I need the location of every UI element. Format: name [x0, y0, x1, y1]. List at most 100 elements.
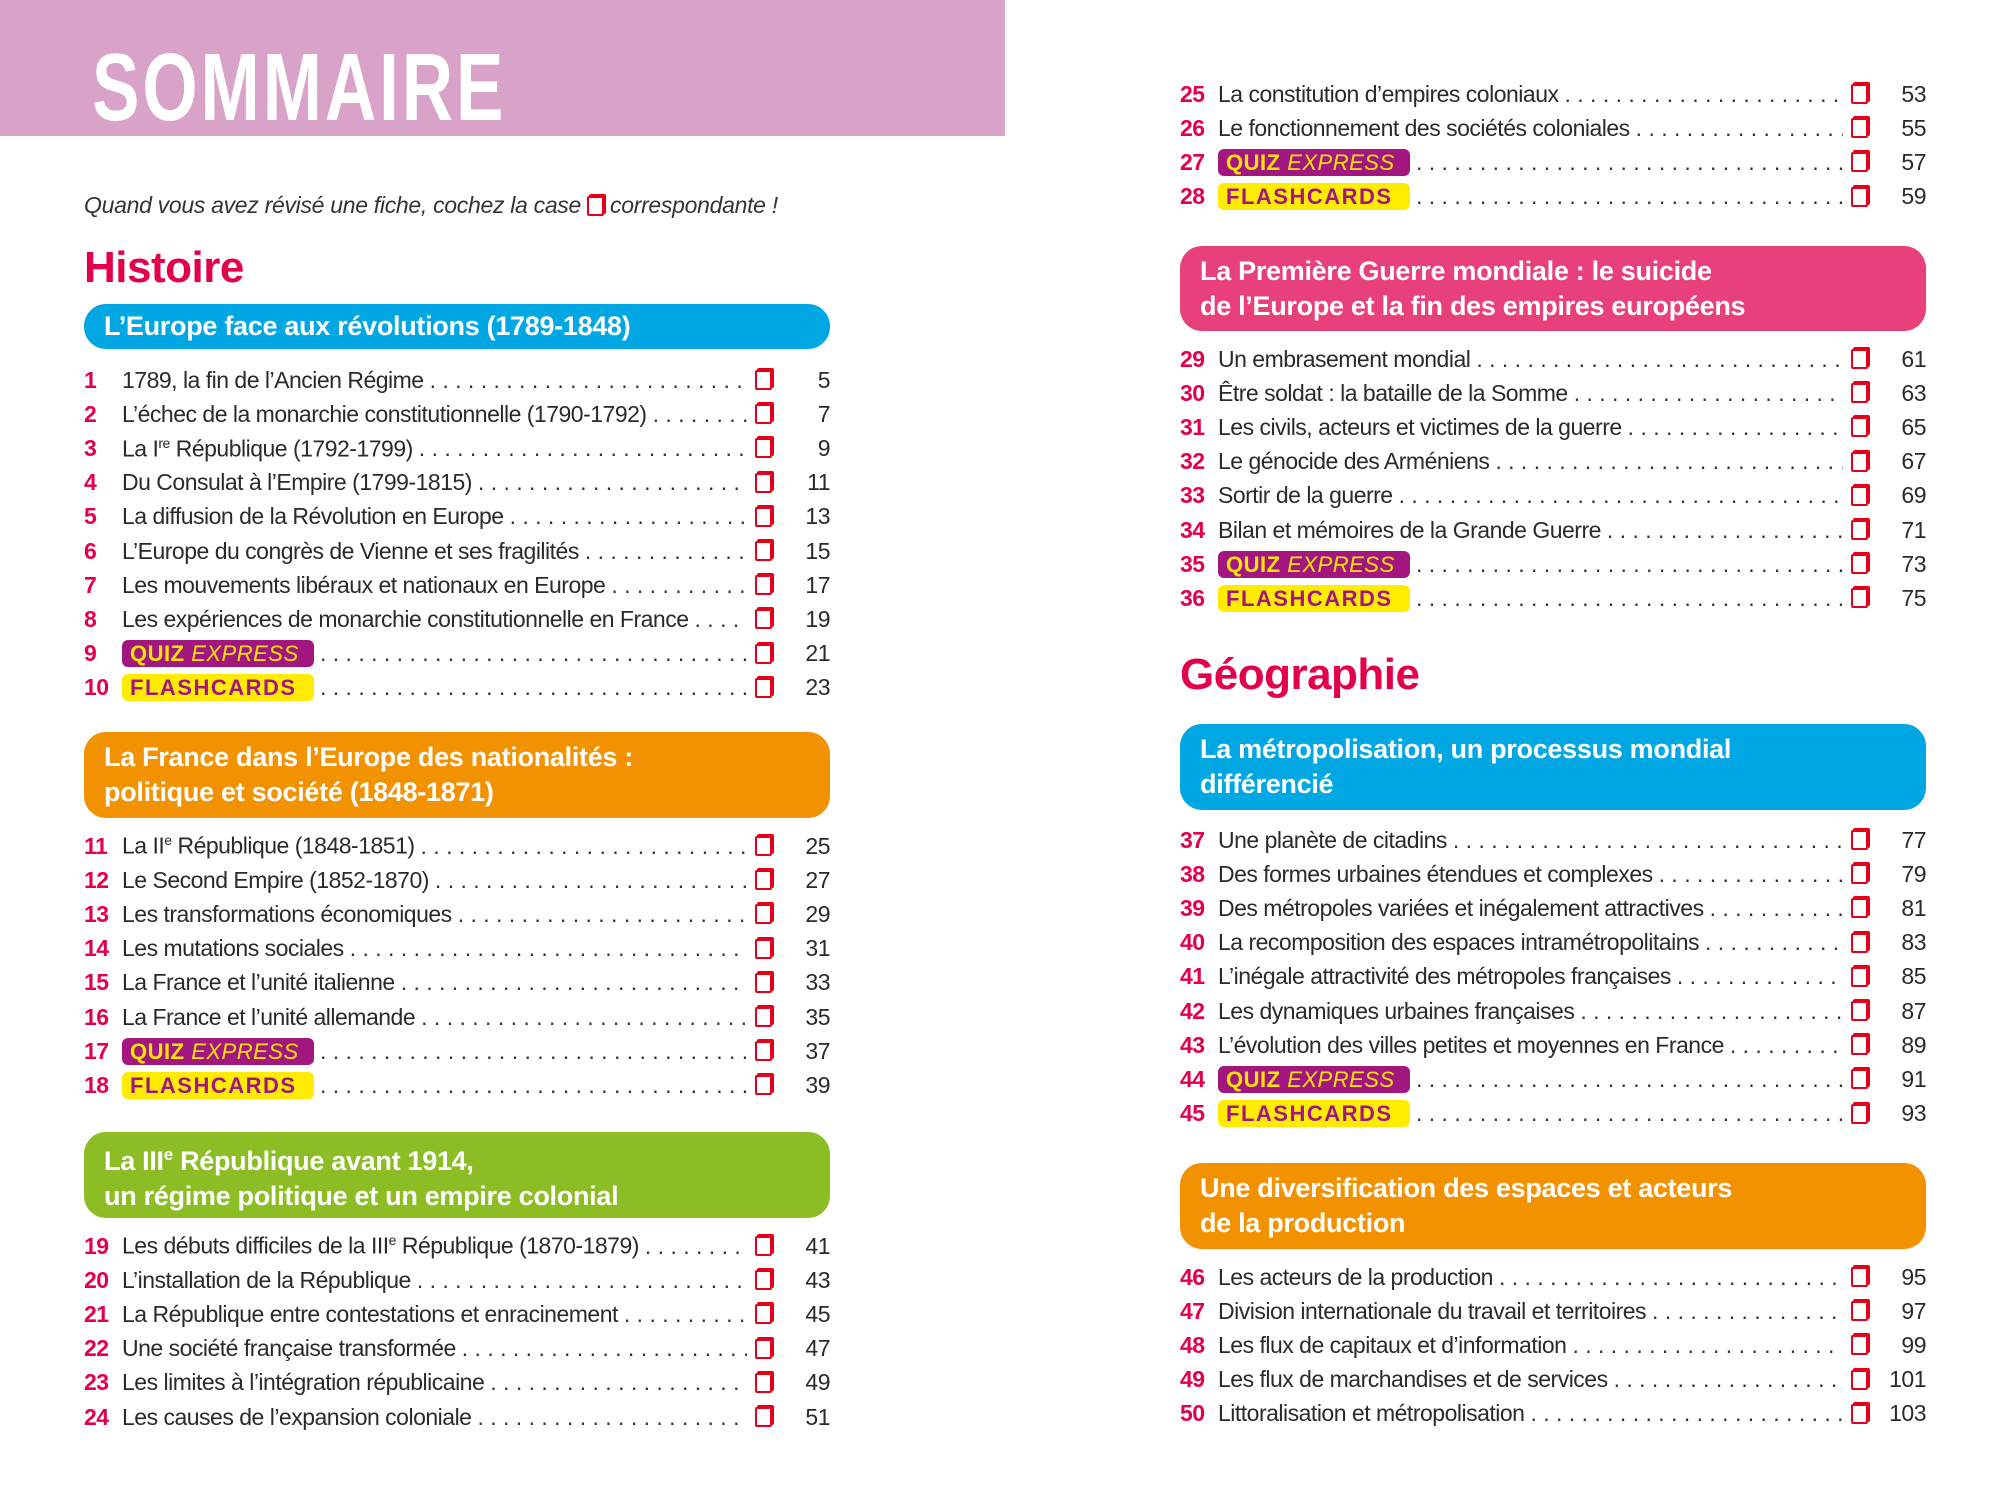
toc-entry[interactable]: 5 La diffusion de la Révolution en Europe… — [84, 500, 831, 534]
toc-entry[interactable]: 46 Les acteurs de la production 95 — [1180, 1260, 1927, 1294]
toc-entry[interactable]: 47 Division internationale du travail et … — [1180, 1294, 1927, 1328]
toc-entry[interactable]: 9 QUIZ EXPRESS 21 — [84, 637, 831, 671]
toc-entry[interactable]: 28 FLASHCARDS 59 — [1180, 180, 1927, 214]
revision-checkbox[interactable] — [1851, 554, 1868, 575]
revision-checkbox[interactable] — [1851, 84, 1868, 105]
revision-checkbox[interactable] — [1851, 1267, 1868, 1288]
revision-checkbox[interactable] — [755, 404, 772, 425]
revision-checkbox[interactable] — [755, 1041, 772, 1062]
revision-checkbox[interactable] — [1851, 1403, 1868, 1424]
revision-checkbox[interactable] — [1851, 118, 1868, 139]
toc-entry[interactable]: 11 La IIe République (1848-1851) 25 — [84, 829, 831, 863]
toc-entry[interactable]: 32 Le génocide des Arméniens 67 — [1180, 445, 1927, 479]
toc-entry[interactable]: 26 Le fonctionnement des sociétés colonia… — [1180, 111, 1927, 145]
revision-checkbox[interactable] — [1851, 932, 1868, 953]
toc-entry[interactable]: 36 FLASHCARDS 75 — [1180, 581, 1927, 615]
revision-checkbox[interactable] — [1851, 417, 1868, 438]
revision-checkbox[interactable] — [755, 1270, 772, 1291]
toc-entry[interactable]: 23 Les limites à l’intégration républicai… — [84, 1366, 831, 1400]
revision-checkbox[interactable] — [1851, 383, 1868, 404]
toc-entry[interactable]: 34 Bilan et mémoires de la Grande Guerre 7… — [1180, 513, 1927, 547]
toc-entry[interactable]: 3 La Ire République (1792-1799) 9 — [84, 431, 831, 465]
revision-checkbox[interactable] — [1851, 830, 1868, 851]
toc-entry[interactable]: 50 Littoralisation et métropolisation 103 — [1180, 1397, 1927, 1431]
revision-checkbox[interactable] — [755, 938, 772, 959]
revision-checkbox[interactable] — [755, 643, 772, 664]
revision-checkbox[interactable] — [1851, 1369, 1868, 1390]
revision-checkbox[interactable] — [755, 677, 772, 698]
toc-entry[interactable]: 7 Les mouvements libéraux et nationaux en… — [84, 568, 831, 602]
toc-entry[interactable]: 8 Les expériences de monarchie constituti… — [84, 602, 831, 636]
revision-checkbox[interactable] — [1851, 588, 1868, 609]
revision-checkbox[interactable] — [1851, 966, 1868, 987]
revision-checkbox[interactable] — [1851, 186, 1868, 207]
revision-checkbox[interactable] — [755, 836, 772, 857]
toc-entry[interactable]: 15 La France et l’unité italienne 33 — [84, 966, 831, 1000]
toc-entry[interactable]: 27 QUIZ EXPRESS 57 — [1180, 145, 1927, 179]
toc-entry[interactable]: 13 Les transformations économiques 29 — [84, 897, 831, 931]
toc-entry[interactable]: 24 Les causes de l’expansion coloniale 51 — [84, 1400, 831, 1434]
revision-checkbox[interactable] — [1851, 1035, 1868, 1056]
toc-entry[interactable]: 12 Le Second Empire (1852-1870) 27 — [84, 863, 831, 897]
revision-checkbox[interactable] — [755, 609, 772, 630]
toc-entry[interactable]: 39 Des métropoles variées et inégalement … — [1180, 891, 1927, 925]
toc-entry[interactable]: 25 La constitution d’empires coloniaux 53 — [1180, 77, 1927, 111]
revision-checkbox[interactable] — [755, 1236, 772, 1257]
revision-checkbox[interactable] — [1851, 1069, 1868, 1090]
toc-entry[interactable]: 33 Sortir de la guerre 69 — [1180, 479, 1927, 513]
toc-entry[interactable]: 16 La France et l’unité allemande 35 — [84, 1000, 831, 1034]
toc-entry[interactable]: 18 FLASHCARDS 39 — [84, 1068, 831, 1102]
toc-entry[interactable]: 37 Une planète de citadins 77 — [1180, 823, 1927, 857]
toc-entry[interactable]: 44 QUIZ EXPRESS 91 — [1180, 1062, 1927, 1096]
toc-entry[interactable]: 30 Être soldat : la bataille de la Somme 6… — [1180, 376, 1927, 410]
revision-checkbox[interactable] — [1851, 1103, 1868, 1124]
revision-checkbox[interactable] — [1851, 520, 1868, 541]
toc-entry[interactable]: 20 L’installation de la République 43 — [84, 1263, 831, 1297]
toc-entry[interactable]: 45 FLASHCARDS 93 — [1180, 1097, 1927, 1131]
toc-entry[interactable]: 29 Un embrasement mondial 61 — [1180, 342, 1927, 376]
toc-entry[interactable]: 31 Les civils, acteurs et victimes de la … — [1180, 410, 1927, 444]
toc-entry[interactable]: 48 Les flux de capitaux et d’information 9… — [1180, 1328, 1927, 1362]
revision-checkbox[interactable] — [1851, 485, 1868, 506]
revision-checkbox[interactable] — [755, 472, 772, 493]
revision-checkbox[interactable] — [1851, 864, 1868, 885]
toc-entry[interactable]: 35 QUIZ EXPRESS 73 — [1180, 547, 1927, 581]
toc-entry[interactable]: 19 Les débuts difficiles de la IIIe Répub… — [84, 1229, 831, 1263]
revision-checkbox[interactable] — [1851, 152, 1868, 173]
toc-entry[interactable]: 6 L’Europe du congrès de Vienne et ses fr… — [84, 534, 831, 568]
revision-checkbox[interactable] — [755, 972, 772, 993]
revision-checkbox[interactable] — [755, 370, 772, 391]
revision-checkbox[interactable] — [755, 506, 772, 527]
toc-entry[interactable]: 2 L’échec de la monarchie constitutionnel… — [84, 397, 831, 431]
toc-entry[interactable]: 10 FLASHCARDS 23 — [84, 671, 831, 705]
revision-checkbox[interactable] — [755, 904, 772, 925]
revision-checkbox[interactable] — [755, 1407, 772, 1428]
revision-checkbox[interactable] — [755, 1075, 772, 1096]
revision-checkbox[interactable] — [755, 575, 772, 596]
revision-checkbox[interactable] — [1851, 1335, 1868, 1356]
revision-checkbox[interactable] — [1851, 1001, 1868, 1022]
revision-checkbox[interactable] — [1851, 1301, 1868, 1322]
revision-checkbox[interactable] — [755, 870, 772, 891]
revision-checkbox[interactable] — [755, 1304, 772, 1325]
toc-entry[interactable]: 4 Du Consulat à l’Empire (1799-1815) 11 — [84, 466, 831, 500]
revision-checkbox[interactable] — [1851, 349, 1868, 370]
toc-entry[interactable]: 42 Les dynamiques urbaines françaises 87 — [1180, 994, 1927, 1028]
revision-checkbox[interactable] — [755, 1372, 772, 1393]
toc-entry[interactable]: 1 1789, la fin de l’Ancien Régime 5 — [84, 363, 831, 397]
revision-checkbox[interactable] — [755, 1007, 772, 1028]
toc-entry[interactable]: 41 L’inégale attractivité des métropoles … — [1180, 960, 1927, 994]
toc-entry[interactable]: 14 Les mutations sociales 31 — [84, 932, 831, 966]
toc-entry[interactable]: 49 Les flux de marchandises et de service… — [1180, 1363, 1927, 1397]
toc-entry[interactable]: 17 QUIZ EXPRESS 37 — [84, 1034, 831, 1068]
toc-entry[interactable]: 22 Une société française transformée 47 — [84, 1332, 831, 1366]
revision-checkbox[interactable] — [1851, 451, 1868, 472]
revision-checkbox[interactable] — [755, 541, 772, 562]
toc-entry[interactable]: 21 La République entre contestations et e… — [84, 1297, 831, 1331]
revision-checkbox[interactable] — [755, 438, 772, 459]
revision-checkbox[interactable] — [1851, 898, 1868, 919]
toc-entry[interactable]: 43 L’évolution des villes petites et moye… — [1180, 1028, 1927, 1062]
toc-entry[interactable]: 40 La recomposition des espaces intramétr… — [1180, 926, 1927, 960]
revision-checkbox[interactable] — [755, 1338, 772, 1359]
toc-entry[interactable]: 38 Des formes urbaines étendues et comple… — [1180, 857, 1927, 891]
